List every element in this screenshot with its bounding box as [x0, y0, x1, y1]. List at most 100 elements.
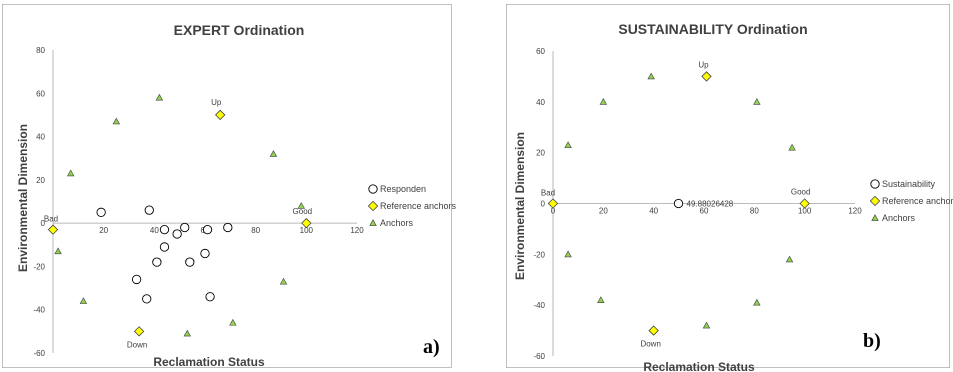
x-tick-label: 60 — [700, 207, 709, 216]
y-tick-label: -20 — [33, 262, 45, 271]
sustainability-ordination-chart: SUSTAINABILITY Ordination 0 20 40 60 80 100 12… — [506, 4, 953, 372]
point-label: Good — [293, 207, 313, 216]
respondent-point — [144, 205, 154, 215]
anchor-point — [702, 321, 711, 329]
anchor-point — [229, 318, 237, 326]
x-tick-label: 100 — [798, 207, 812, 216]
reference-anchor-point — [301, 217, 312, 229]
respondent-point — [223, 222, 233, 233]
legend: Sustainability Reference anchors Anchors — [869, 179, 953, 223]
anchor-point — [79, 297, 88, 304]
anchor-point — [155, 93, 164, 101]
tick-labels: 20406080100120806040200-20-40-60 — [33, 46, 364, 358]
y-tick-label: -60 — [533, 352, 545, 361]
y-tick-label: 40 — [36, 133, 45, 142]
legend-label: Anchors — [882, 213, 916, 223]
y-tick-label: 0 — [541, 200, 546, 209]
legend-marker — [870, 179, 880, 189]
x-tick-label: 120 — [350, 226, 364, 235]
point-label: 49.88026428 — [687, 200, 734, 209]
reference-anchor-point — [215, 109, 226, 121]
anchor-point — [597, 296, 605, 303]
respondent-point — [142, 294, 152, 304]
anchor-point — [54, 247, 62, 255]
legend-marker — [367, 200, 379, 212]
y-axis-title: Environmental Dimension — [513, 132, 527, 280]
x-tick-label: 80 — [750, 207, 759, 216]
x-tick-label: 0 — [551, 207, 556, 216]
respondent-point — [202, 224, 213, 235]
y-tick-label: 60 — [536, 47, 545, 56]
panel-label: a) — [423, 336, 440, 358]
respondent-point — [159, 224, 170, 235]
point-label: Bad — [541, 189, 555, 198]
x-axis-title: Reclamation Status — [643, 360, 755, 372]
expert-ordination-chart: EXPERT Ordination 2040608010012080604020… — [2, 4, 457, 369]
anchor-point — [599, 98, 608, 105]
x-tick-label: 100 — [300, 226, 314, 235]
reference-anchor-point — [648, 325, 659, 336]
y-tick-label: -60 — [33, 349, 45, 358]
legend: Responden Reference anchors Anchors — [367, 184, 457, 228]
respondent-point — [673, 198, 684, 209]
anchor-point — [112, 117, 121, 125]
anchor-point — [269, 150, 278, 157]
y-tick-label: -40 — [533, 301, 545, 310]
anchor-point — [785, 255, 794, 263]
respondent-point — [96, 207, 106, 217]
x-tick-label: 20 — [99, 226, 108, 235]
anchor-point — [647, 72, 655, 80]
data-points: Bad Good Up Down 49.88026428 — [541, 60, 811, 348]
respondent-point — [159, 242, 170, 252]
respondent-point — [172, 229, 182, 239]
legend-label: Sustainability — [882, 179, 936, 189]
point-label: Down — [127, 340, 147, 349]
data-points: Bad Good Up Down — [44, 93, 313, 349]
x-tick-label: 80 — [251, 226, 260, 235]
respondent-point — [200, 248, 210, 259]
point-label: Good — [791, 188, 811, 197]
y-axis-title: Environmental Dimension — [16, 124, 30, 272]
anchor-point — [297, 202, 305, 209]
anchor-point — [564, 141, 572, 148]
anchor-point — [753, 298, 761, 306]
anchor-point — [183, 329, 191, 337]
legend-marker — [869, 195, 881, 207]
point-label: Up — [698, 60, 709, 69]
y-tick-label: 20 — [36, 176, 45, 185]
anchor-point — [279, 277, 288, 285]
y-tick-label: 20 — [536, 149, 545, 158]
respondent-point — [205, 292, 215, 302]
reference-anchor-point — [701, 71, 712, 82]
point-label: Up — [211, 98, 222, 107]
chart-title: SUSTAINABILITY Ordination — [618, 21, 807, 37]
legend-label: Responden — [380, 184, 426, 194]
anchor-point — [67, 169, 75, 177]
y-tick-label: 0 — [41, 219, 46, 228]
reference-anchor-point — [547, 198, 559, 209]
legend-label: Reference anchors — [380, 201, 457, 211]
respondent-point — [185, 257, 195, 267]
x-tick-label: 20 — [599, 207, 608, 216]
panel-label: b) — [863, 330, 881, 352]
point-label: Bad — [44, 215, 58, 224]
legend-marker — [369, 219, 377, 226]
anchor-point — [753, 98, 761, 105]
reference-anchor-point — [799, 198, 810, 209]
y-tick-label: 40 — [536, 98, 545, 107]
y-tick-label: 80 — [36, 46, 45, 55]
chart-title: EXPERT Ordination — [174, 22, 305, 38]
y-tick-label: -20 — [533, 250, 545, 259]
x-tick-label: 40 — [150, 226, 159, 235]
tick-labels: 0 20 40 60 80 100 120 60 40 20 0 -20 -40 -60 — [533, 47, 862, 361]
legend-label: Reference anchors — [882, 196, 953, 206]
point-label: Down — [640, 340, 660, 349]
anchor-point — [564, 250, 572, 258]
x-tick-label: 120 — [848, 207, 862, 216]
y-tick-label: -40 — [33, 306, 45, 315]
respondent-point — [152, 257, 162, 267]
expert-ordination-plot: EXPERT Ordination 2040608010012080604020… — [16, 22, 457, 369]
legend-marker — [368, 184, 378, 194]
reference-anchor-point — [133, 326, 145, 337]
x-tick-label: 40 — [649, 207, 658, 216]
